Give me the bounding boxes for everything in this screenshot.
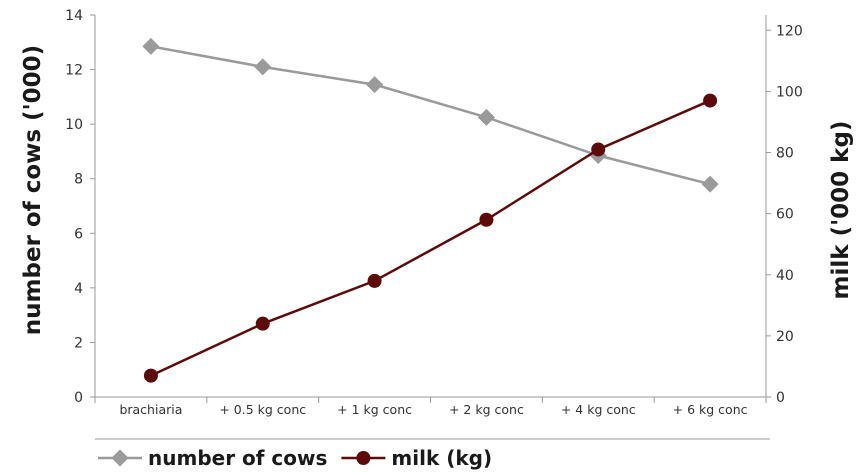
y2-tick-label: 120 (776, 23, 803, 39)
data-point-milk (591, 142, 606, 157)
x-tick-label: + 1 kg conc (337, 402, 412, 417)
y2-tick-label: 60 (776, 207, 794, 223)
x-axis-ticks: brachiaria + 0.5 kg conc + 1 kg conc + 2 kg… (94, 397, 767, 417)
data-point-milk (143, 368, 158, 383)
y2-tick-label: 40 (776, 268, 794, 284)
x-tick-label: brachiaria (119, 402, 182, 417)
data-point-milk (255, 316, 270, 331)
x-tick-label: + 6 kg conc (673, 402, 748, 417)
y-tick-label: 2 (74, 335, 83, 351)
legend: number of cows milk (kg) (98, 446, 492, 470)
legend-marker-milk (356, 451, 371, 465)
data-point-cows (701, 175, 719, 193)
series-layer (142, 37, 719, 383)
x-tick-label: + 4 kg conc (561, 402, 636, 417)
series-milk (143, 93, 718, 383)
axes (94, 15, 767, 398)
y2-tick-label: 20 (776, 329, 794, 345)
y-tick-label: 6 (74, 226, 83, 242)
series-line-milk (150, 99, 711, 377)
legend-label-cows: number of cows (148, 446, 327, 470)
legend-label-milk: milk (kg) (391, 446, 492, 470)
y-tick-label: 12 (65, 63, 83, 79)
y-tick-label: 0 (74, 390, 83, 406)
y-tick-label: 8 (74, 172, 83, 188)
series-cows (142, 37, 719, 193)
left-axis-ticks: 0 2 4 6 8 10 12 14 (65, 8, 95, 406)
series-line-cows (150, 45, 711, 186)
x-tick-label: + 2 kg conc (449, 402, 524, 417)
data-point-milk (703, 93, 718, 108)
y-axis-title: number of cows ('000) (20, 45, 46, 335)
y2-axis-title: milk ('000 kg) (828, 121, 854, 300)
data-point-cows (366, 76, 384, 94)
y-tick-label: 4 (74, 281, 83, 297)
legend-marker-cows (111, 449, 129, 467)
y2-tick-label: 100 (776, 84, 803, 100)
y-tick-label: 14 (65, 8, 83, 24)
y2-tick-label: 0 (776, 390, 785, 406)
data-point-cows (477, 108, 495, 126)
y2-tick-label: 80 (776, 146, 794, 162)
data-point-cows (142, 37, 160, 55)
right-axis-ticks: 0 20 40 60 80 100 120 (766, 23, 803, 406)
data-point-cows (254, 58, 272, 76)
y-tick-label: 10 (65, 117, 83, 133)
data-point-milk (367, 273, 382, 288)
data-point-milk (479, 212, 494, 227)
x-tick-label: + 0.5 kg conc (219, 402, 306, 417)
